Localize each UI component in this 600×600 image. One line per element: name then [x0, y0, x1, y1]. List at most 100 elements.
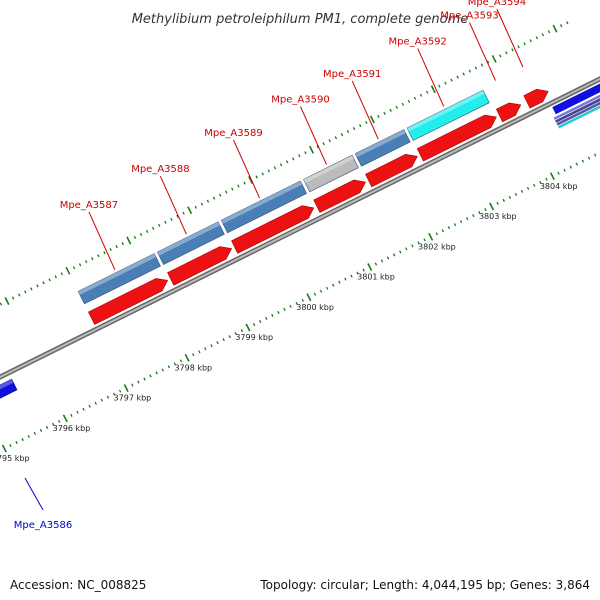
minor-tick: [36, 284, 39, 288]
minor-tick: [563, 168, 566, 172]
tick-label: 3798 kbp: [174, 363, 212, 372]
tick-label: 3797 kbp: [114, 394, 152, 403]
minor-tick: [292, 157, 295, 161]
minor-tick: [392, 253, 396, 257]
major-tick: [367, 263, 373, 271]
gene-label[interactable]: Mpe_A3590: [271, 95, 329, 106]
gene-label[interactable]: Mpe_A3592: [388, 36, 446, 47]
minor-tick: [514, 192, 518, 196]
major-tick: [245, 323, 251, 332]
minor-tick: [255, 175, 258, 179]
minor-tick: [273, 166, 277, 170]
minor-tick: [484, 208, 487, 212]
gene-label[interactable]: Mpe_A3588: [131, 164, 189, 175]
minor-tick: [395, 105, 398, 109]
cds-arrow: [87, 278, 169, 325]
tick-label: 3802 kbp: [418, 242, 456, 251]
minor-tick: [328, 139, 331, 143]
major-tick: [248, 176, 254, 184]
minor-tick: [234, 332, 237, 336]
minor-tick: [389, 108, 392, 112]
minor-tick: [277, 310, 280, 314]
gene-bar-shine: [78, 253, 156, 295]
minor-tick: [332, 283, 335, 287]
gene-label[interactable]: Mpe_A3593: [440, 11, 498, 22]
minor-tick: [472, 214, 475, 218]
gene-label[interactable]: Mpe_A3589: [204, 128, 262, 139]
gene-label[interactable]: Mpe_A3591: [323, 69, 381, 80]
major-tick: [123, 384, 129, 393]
stacked-feature: [555, 98, 600, 123]
minor-tick: [453, 223, 457, 227]
minor-tick: [334, 136, 338, 140]
genome-summary: Topology: circular; Length: 4,044,195 bp…: [260, 578, 590, 592]
minor-tick: [502, 198, 505, 202]
backbone-track: [0, 76, 600, 380]
minor-tick: [265, 316, 268, 320]
tick-label: 3795 kbp: [0, 454, 30, 463]
gene-bar: [156, 221, 225, 266]
minor-tick: [377, 114, 380, 118]
minor-tick: [520, 189, 524, 193]
major-tick: [489, 202, 495, 211]
minor-tick: [21, 438, 24, 442]
minor-tick: [212, 196, 216, 200]
minor-tick: [447, 226, 451, 230]
minor-tick: [505, 51, 508, 55]
minor-tick: [386, 256, 390, 260]
minor-tick: [285, 160, 289, 164]
gene-bar-shine: [355, 129, 406, 158]
minor-tick: [133, 235, 137, 239]
minor-tick: [109, 248, 112, 252]
backbone-highlight: [0, 77, 600, 379]
minor-tick: [499, 54, 502, 58]
minor-tick: [100, 398, 104, 402]
gene-track: [0, 83, 600, 399]
minor-tick: [289, 304, 292, 308]
minor-tick: [350, 274, 353, 278]
minor-tick: [496, 201, 499, 205]
minor-tick: [103, 251, 106, 255]
minor-tick: [533, 183, 536, 187]
minor-tick: [474, 66, 478, 70]
label-connector: [88, 211, 116, 271]
minor-tick: [167, 365, 171, 369]
minor-tick: [216, 341, 219, 345]
accession-label: Accession: NC_008825: [10, 578, 147, 592]
minor-tick: [413, 96, 417, 100]
minor-tick: [304, 151, 307, 155]
gene-label[interactable]: Mpe_A3594: [468, 0, 526, 8]
minor-tick: [346, 130, 350, 134]
minor-tick: [319, 289, 323, 293]
minor-tick: [399, 250, 402, 254]
major-tick: [62, 414, 68, 423]
minor-tick: [535, 36, 538, 40]
minor-tick: [45, 425, 49, 429]
minor-tick: [435, 232, 438, 236]
minor-tick: [438, 84, 441, 88]
gene-bar: [303, 154, 359, 193]
minor-tick: [279, 163, 283, 167]
minor-tick: [252, 323, 256, 327]
minor-tick: [374, 262, 378, 266]
label-connector: [469, 22, 496, 81]
minor-tick: [204, 347, 207, 351]
gene-label[interactable]: Mpe_A3586: [14, 520, 72, 531]
minor-tick: [210, 344, 213, 348]
minor-tick: [58, 419, 61, 423]
minor-tick: [541, 33, 545, 37]
tick-label: 3799 kbp: [235, 333, 273, 342]
major-tick: [65, 266, 71, 275]
minor-tick: [106, 395, 110, 399]
minor-tick: [225, 190, 228, 194]
minor-tick: [450, 78, 453, 82]
gene-label[interactable]: Mpe_A3587: [60, 200, 118, 211]
minor-tick: [356, 271, 359, 275]
minor-tick: [517, 45, 520, 49]
minor-tick: [0, 302, 3, 306]
major-tick: [306, 293, 312, 302]
minor-tick: [118, 389, 122, 393]
minor-tick: [271, 313, 274, 317]
minor-tick: [283, 307, 286, 311]
